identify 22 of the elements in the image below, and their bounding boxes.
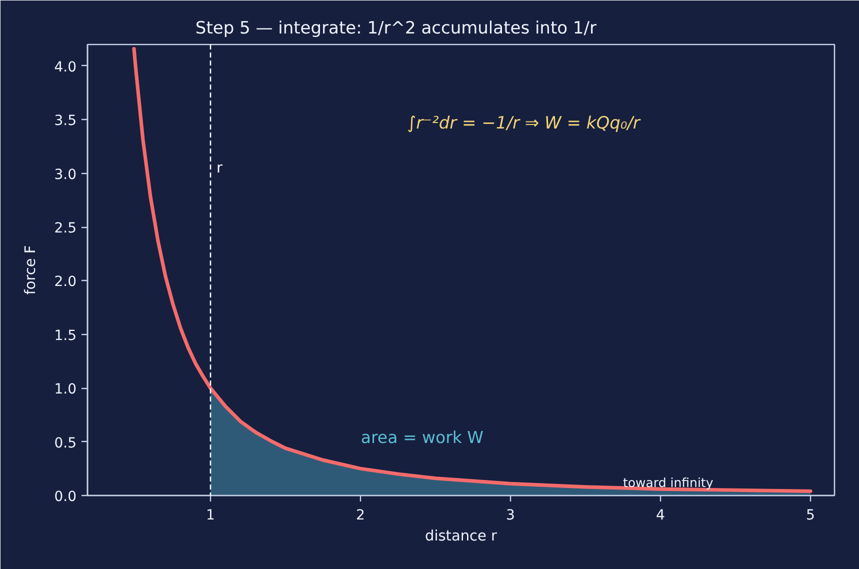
annotation: area = work W [360,428,484,447]
x-tick-label: 5 [806,508,815,524]
y-tick-label: 1.5 [54,328,76,344]
y-tick-label: 2.0 [54,274,76,290]
x-tick-label: 1 [206,508,215,524]
y-tick-label: 0.0 [54,489,76,505]
x-tick-label: 3 [506,508,515,524]
y-tick-label: 4.0 [54,59,76,76]
y-tick-label: 3.0 [54,166,76,183]
y-axis-title: force F [23,245,40,295]
x-axis-title: distance r [424,528,498,544]
y-tick-label: 3.5 [54,113,76,130]
ref-line-label: r [216,160,222,177]
x-tick-label: 2 [356,508,365,524]
y-tick-label: 0.5 [54,435,76,452]
y-tick-label: 2.5 [54,220,76,237]
annotation: ∫r⁻²dr = −1/r ⇒ W = kQq₀/r [407,113,641,134]
annotation: toward infinity [623,475,714,490]
line-series [132,46,812,494]
y-tick-label: 1.0 [54,382,76,398]
chart-title: Step 5 — integrate: 1/r^2 accumulates into 1/r [195,18,596,38]
x-tick-label: 4 [656,508,666,524]
